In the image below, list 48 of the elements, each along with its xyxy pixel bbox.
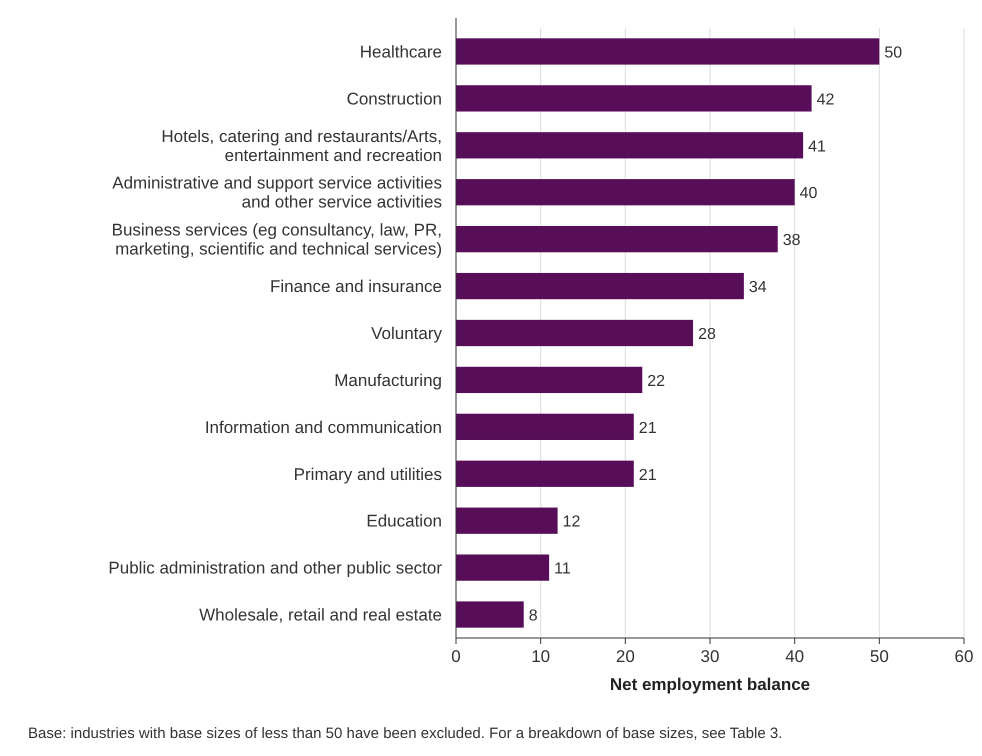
y-tick-label: Construction: [346, 89, 442, 108]
bar: [456, 226, 778, 252]
bar: [456, 132, 804, 158]
x-axis-title: Net employment balance: [610, 675, 810, 694]
data-label: 28: [698, 326, 716, 343]
bar: [456, 460, 634, 487]
bar: [456, 85, 812, 112]
x-tick-label: 60: [954, 647, 974, 666]
data-label: 38: [782, 232, 801, 250]
y-tick-label: Public administration and other public sector: [108, 558, 442, 578]
data-label: 34: [748, 279, 767, 296]
data-label: 12: [562, 514, 580, 531]
y-tick-label: Education: [366, 512, 442, 531]
data-label: 8: [528, 608, 538, 625]
y-tick-label: Wholesale, retail and real estate: [199, 606, 442, 625]
data-label: 21: [638, 420, 657, 437]
x-tick-label: 30: [700, 647, 720, 666]
x-tick-label: 0: [451, 647, 461, 666]
y-tick-label: Healthcare: [360, 42, 442, 62]
bar: [456, 179, 795, 206]
data-label: 21: [638, 466, 657, 484]
x-tick-label: 20: [616, 647, 635, 666]
y-tick-label: Manufacturing: [334, 370, 442, 390]
data-label: 22: [647, 372, 666, 390]
y-tick-label: Business services (eg consultancy, law, PR, marketing, scientific and technical services): [112, 220, 442, 259]
data-label: 50: [884, 44, 902, 62]
text: Base: industries with base sizes of less than 50 have been excluded. For a breakdown of base sizes, see Table 3.: [28, 725, 782, 742]
x-tick-label: 40: [785, 647, 804, 666]
y-tick-label: Hotels, catering and restaurants/Arts, entertainment and recreation: [161, 126, 442, 165]
bar: [456, 38, 880, 65]
bar: [456, 272, 744, 300]
x-tick-label: 50: [870, 647, 889, 666]
data-label: 11: [554, 560, 571, 578]
data-label: 40: [800, 185, 818, 202]
bar: [456, 508, 558, 534]
y-tick-label: Primary and utilities: [294, 464, 442, 484]
bar: [456, 554, 550, 581]
data-label: 42: [816, 91, 834, 108]
y-tick-label: Voluntary: [371, 324, 442, 343]
bar: [456, 601, 524, 628]
bar: [456, 320, 694, 346]
data-label: 41: [808, 138, 826, 156]
x-tick-label: 10: [531, 647, 550, 666]
y-tick-label: Information and communication: [204, 418, 442, 437]
y-tick-label: Administrative and support service activities and other service activities: [112, 174, 442, 212]
bar: [456, 366, 642, 394]
bar: [456, 414, 634, 440]
y-tick-label: Finance and insurance: [270, 277, 442, 296]
